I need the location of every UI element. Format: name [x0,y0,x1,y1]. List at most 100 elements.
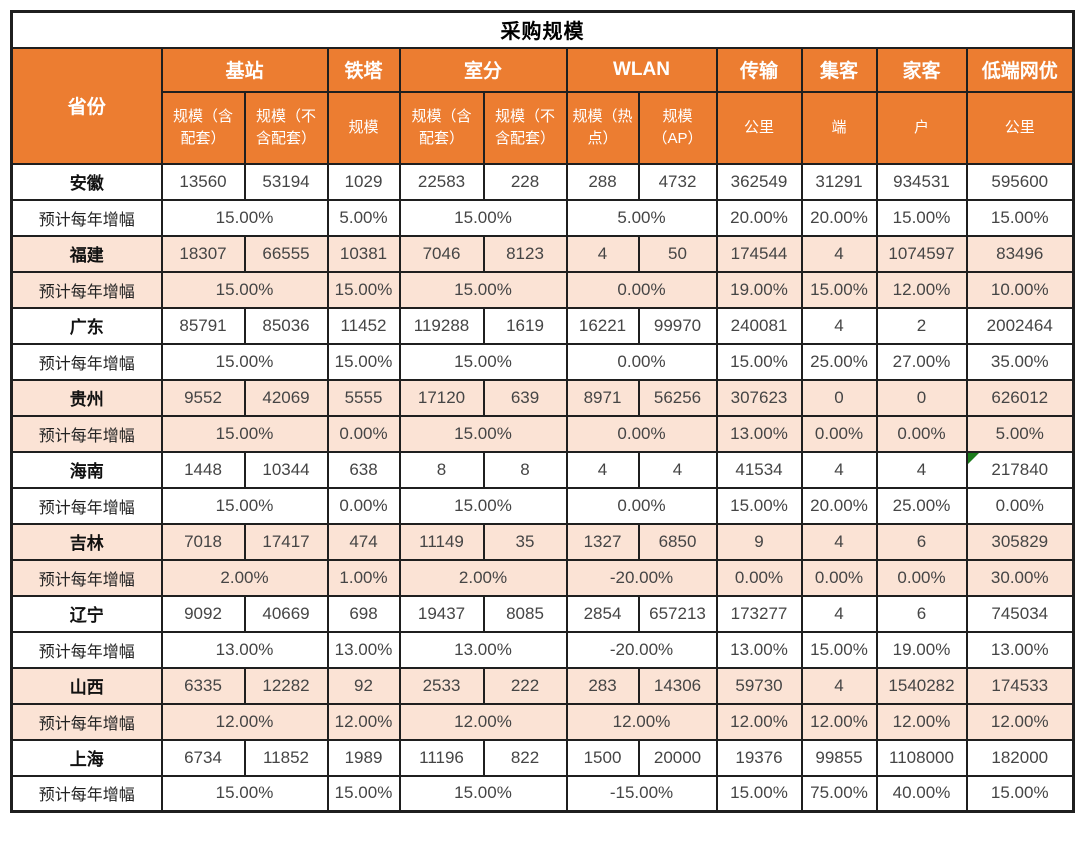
value-cell: 1108000 [875,738,968,777]
value-cell: 0 [800,378,878,417]
value-cell: 182000 [965,738,1075,777]
table-row: 贵州 9552 42069 5555 17120 639 8971 56256 307623 0 0… [10,378,1075,417]
growth-value-cell: 15.00% [800,270,878,309]
sub-header: 规模（AP） [637,90,718,165]
sub-header: 规模 [326,90,401,165]
growth-value-cell: 15.00% [715,342,803,381]
value-cell: 14306 [637,666,718,705]
growth-value-cell: 13.00% [326,630,401,669]
growth-value-cell: 15.00% [398,342,568,381]
value-cell: 8971 [565,378,640,417]
growth-value-cell: 12.00% [875,270,968,309]
province-cell: 吉林 [10,522,163,561]
value-cell: 10381 [326,234,401,273]
growth-value-cell: 2.00% [160,558,329,597]
table-row: 山西 6335 12282 92 2533 222 283 14306 59730 4 154028… [10,666,1075,705]
value-cell: 40669 [243,594,329,633]
value-cell: 8085 [482,594,568,633]
growth-value-cell: 20.00% [715,198,803,237]
value-cell: 0 [875,378,968,417]
value-cell: 92 [326,666,401,705]
growth-value-cell: 35.00% [965,342,1075,381]
value-cell: 595600 [965,162,1075,201]
value-cell: 7018 [160,522,246,561]
value-cell: 59730 [715,666,803,705]
growth-value-cell: 20.00% [800,486,878,525]
value-cell: 41534 [715,450,803,489]
growth-value-cell: 12.00% [565,702,718,741]
table-row: 福建 18307 66555 10381 7046 8123 4 50 174544 4 10745… [10,234,1075,273]
value-cell: 9552 [160,378,246,417]
growth-label-cell: 预计每年增幅 [10,270,163,309]
growth-row: 预计每年增幅 15.00% 5.00% 15.00% 5.00% 20.00% 20.00%… [10,198,1075,237]
value-cell: 305829 [965,522,1075,561]
growth-value-cell: 19.00% [875,630,968,669]
sub-header: 规模（不含配套） [482,90,568,165]
growth-row: 预计每年增幅 15.00% 15.00% 15.00% -15.00% 15.00% 75.… [10,774,1075,813]
province-cell: 海南 [10,450,163,489]
value-cell: 217840 [965,450,1075,489]
value-cell: 4 [637,450,718,489]
value-cell: 13560 [160,162,246,201]
growth-value-cell: 0.00% [800,558,878,597]
growth-value-cell: 13.00% [715,630,803,669]
growth-value-cell: -20.00% [565,558,718,597]
growth-value-cell: 40.00% [875,774,968,813]
growth-value-cell: 13.00% [965,630,1075,669]
province-cell: 辽宁 [10,594,163,633]
value-cell: 283 [565,666,640,705]
value-cell: 4 [800,306,878,345]
value-cell: 11196 [398,738,485,777]
growth-row: 预计每年增幅 15.00% 15.00% 15.00% 0.00% 19.00% 15.00… [10,270,1075,309]
title-row: 采购规模 [10,10,1075,49]
value-cell: 66555 [243,234,329,273]
value-cell: 31291 [800,162,878,201]
growth-value-cell: 5.00% [326,198,401,237]
value-cell: 9092 [160,594,246,633]
value-cell: 639 [482,378,568,417]
value-cell: 42069 [243,378,329,417]
growth-value-cell: -15.00% [565,774,718,813]
growth-value-cell: 1.00% [326,558,401,597]
value-cell: 56256 [637,378,718,417]
growth-value-cell: 15.00% [160,486,329,525]
growth-label-cell: 预计每年增幅 [10,486,163,525]
growth-label-cell: 预计每年增幅 [10,630,163,669]
value-cell: 22583 [398,162,485,201]
value-cell: 174533 [965,666,1075,705]
value-cell: 173277 [715,594,803,633]
value-cell: 1619 [482,306,568,345]
growth-value-cell: 15.00% [160,414,329,453]
growth-value-cell: 13.00% [715,414,803,453]
value-cell: 1448 [160,450,246,489]
growth-value-cell: 15.00% [398,198,568,237]
growth-row: 预计每年增幅 15.00% 15.00% 15.00% 0.00% 15.00% 25.00… [10,342,1075,381]
growth-value-cell: 20.00% [800,198,878,237]
value-cell: 822 [482,738,568,777]
value-cell: 228 [482,162,568,201]
growth-value-cell: 12.00% [875,702,968,741]
growth-value-cell: 0.00% [565,270,718,309]
sub-header: 规模（不含配套） [243,90,329,165]
value-cell: 19376 [715,738,803,777]
sub-header: 规模（含配套） [160,90,246,165]
value-cell: 50 [637,234,718,273]
growth-value-cell: 5.00% [565,198,718,237]
value-cell: 7046 [398,234,485,273]
value-cell: 11452 [326,306,401,345]
growth-value-cell: 15.00% [715,774,803,813]
growth-value-cell: 15.00% [398,486,568,525]
growth-label-cell: 预计每年增幅 [10,414,163,453]
value-cell: 35 [482,522,568,561]
growth-value-cell: -20.00% [565,630,718,669]
value-cell: 698 [326,594,401,633]
growth-label-cell: 预计每年增幅 [10,198,163,237]
sub-header: 规模（含配套） [398,90,485,165]
value-cell: 474 [326,522,401,561]
value-cell: 2002464 [965,306,1075,345]
value-cell: 638 [326,450,401,489]
value-cell: 4 [565,450,640,489]
growth-value-cell: 0.00% [800,414,878,453]
growth-value-cell: 12.00% [800,702,878,741]
province-cell: 山西 [10,666,163,705]
